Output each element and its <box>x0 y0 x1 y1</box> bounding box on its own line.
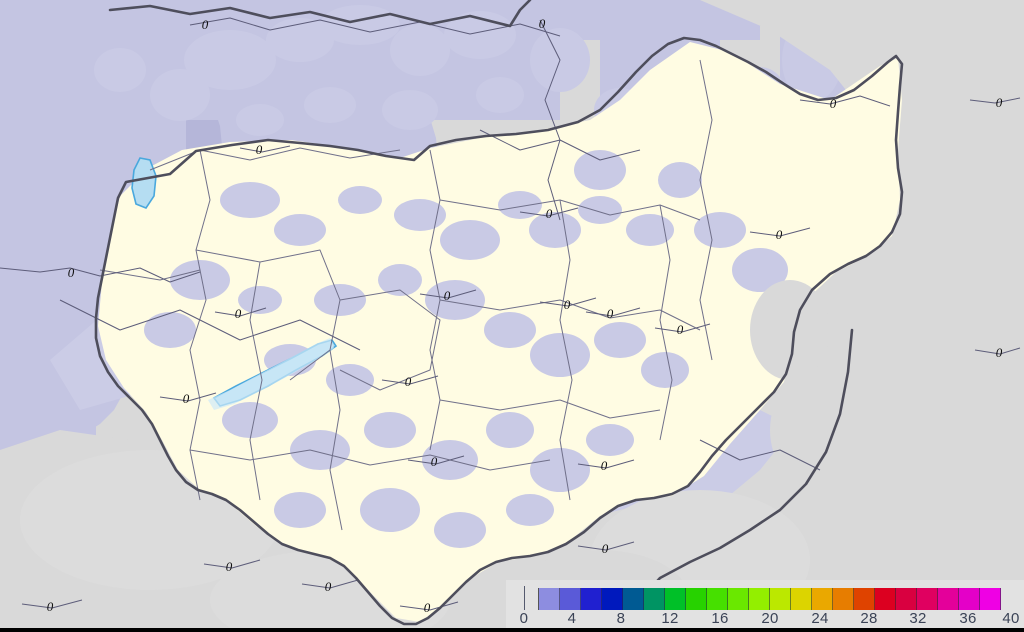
legend-swatch-15[interactable] <box>854 588 875 610</box>
legend-tick-label-8: 8 <box>616 610 626 627</box>
contour-label: 0 <box>226 559 233 574</box>
legend-swatch-11[interactable] <box>770 588 791 610</box>
legend-tick-label-32: 32 <box>909 610 927 627</box>
legend-swatch-1[interactable] <box>560 588 581 610</box>
legend-zero-tick <box>524 586 525 610</box>
contour-label: 0 <box>202 17 209 32</box>
contour-label: 0 <box>830 96 837 111</box>
contour-label: 0 <box>405 374 412 389</box>
legend-tick-label-16: 16 <box>711 610 729 627</box>
contour-lines <box>0 17 1021 611</box>
bottom-rule <box>0 628 1024 632</box>
legend-tick-label-0: 0 <box>519 610 529 627</box>
admin-borders <box>99 59 713 531</box>
legend-tick-label-20: 20 <box>761 610 779 627</box>
contour-label: 0 <box>47 599 54 614</box>
legend-swatch-0[interactable] <box>539 588 560 610</box>
legend-swatch-21[interactable] <box>980 588 1001 610</box>
legend-tick-label-24: 24 <box>811 610 829 627</box>
legend-swatch-14[interactable] <box>833 588 854 610</box>
contour-label-group: 0 0 0 0 0 0 0 0 0 0 0 0 0 0 0 0 0 0 0 0 <box>47 16 1003 615</box>
legend-color-bar[interactable] <box>538 588 1001 610</box>
contour-label: 0 <box>539 16 546 31</box>
contour-label: 0 <box>776 227 783 242</box>
contour-label: 0 <box>677 322 684 337</box>
legend-swatch-10[interactable] <box>749 588 770 610</box>
legend-tick-label-4: 4 <box>567 610 577 627</box>
contour-label: 0 <box>996 345 1003 360</box>
legend-swatch-18[interactable] <box>917 588 938 610</box>
legend-swatch-16[interactable] <box>875 588 896 610</box>
contour-label: 0 <box>564 297 571 312</box>
contour-label: 0 <box>431 454 438 469</box>
legend-swatch-2[interactable] <box>581 588 602 610</box>
legend-swatch-5[interactable] <box>644 588 665 610</box>
color-scale-legend[interactable]: 0 4 8 12 16 20 24 28 32 36 40 <box>506 580 1024 632</box>
contour-label: 0 <box>256 142 263 157</box>
legend-swatch-17[interactable] <box>896 588 917 610</box>
contour-label: 0 <box>424 600 431 615</box>
water-bodies <box>131 157 338 410</box>
legend-tick-label-12: 12 <box>661 610 679 627</box>
legend-swatch-3[interactable] <box>602 588 623 610</box>
contour-label: 0 <box>996 95 1003 110</box>
contour-label: 0 <box>601 458 608 473</box>
contour-label: 0 <box>602 541 609 556</box>
contour-label: 0 <box>444 288 451 303</box>
contour-label: 0 <box>235 306 242 321</box>
contour-label: 0 <box>183 391 190 406</box>
legend-swatch-9[interactable] <box>728 588 749 610</box>
contour-label: 0 <box>325 579 332 594</box>
legend-tick-label-40: 40 <box>1002 610 1020 627</box>
legend-swatch-12[interactable] <box>791 588 812 610</box>
contour-label: 0 <box>68 265 75 280</box>
contour-label: 0 <box>546 206 553 221</box>
legend-tick-label-28: 28 <box>860 610 878 627</box>
legend-tick-labels: 0 4 8 12 16 20 24 28 32 36 40 <box>506 610 1024 632</box>
legend-swatch-6[interactable] <box>665 588 686 610</box>
legend-tick-label-36: 36 <box>959 610 977 627</box>
contour-label: 0 <box>607 306 614 321</box>
legend-swatch-8[interactable] <box>707 588 728 610</box>
legend-swatch-7[interactable] <box>686 588 707 610</box>
legend-swatch-4[interactable] <box>623 588 644 610</box>
legend-swatch-13[interactable] <box>812 588 833 610</box>
lake-neusiedl <box>131 157 157 209</box>
legend-swatch-19[interactable] <box>938 588 959 610</box>
legend-swatch-20[interactable] <box>959 588 980 610</box>
